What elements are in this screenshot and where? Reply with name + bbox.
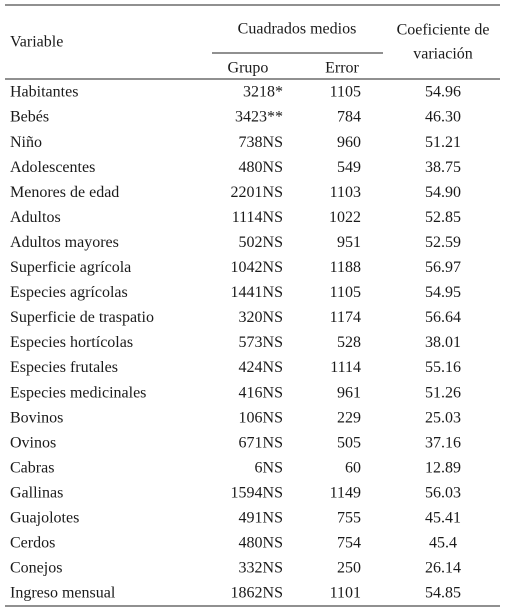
cell-variable: Adultos mayores [10, 234, 119, 251]
cell-grupo: 3423** [235, 109, 283, 126]
cell-error: 1022 [329, 209, 361, 226]
cell-grupo: 1441NS [231, 284, 283, 301]
cell-cv: 54.85 [425, 585, 461, 602]
cell-variable: Especies frutales [10, 359, 118, 376]
cell-grupo: 6NS [255, 459, 283, 476]
cell-error: 1114 [330, 359, 361, 376]
cell-cv: 25.03 [425, 409, 461, 426]
cell-error: 528 [337, 334, 361, 351]
cell-error: 1174 [330, 309, 361, 326]
cell-grupo: 573NS [239, 334, 283, 351]
cell-variable: Especies medicinales [10, 384, 146, 401]
cell-error: 755 [337, 510, 361, 527]
cell-error: 784 [337, 109, 361, 126]
cell-grupo: 1594NS [231, 484, 283, 501]
cell-grupo: 3218* [243, 84, 283, 101]
cell-grupo: 671NS [239, 434, 283, 451]
cell-cv: 38.01 [425, 334, 461, 351]
cell-cv: 45.4 [429, 535, 457, 552]
cell-grupo: 320NS [239, 309, 283, 326]
cell-cv: 51.21 [425, 134, 461, 151]
cell-variable: Superficie de traspatio [10, 309, 154, 326]
cell-cv: 56.64 [425, 309, 461, 326]
cell-cv: 54.95 [425, 284, 461, 301]
cell-error: 1188 [330, 259, 361, 276]
cell-cv: 12.89 [425, 459, 461, 476]
cell-grupo: 480NS [239, 159, 283, 176]
cell-error: 1103 [330, 184, 361, 201]
cell-error: 60 [345, 459, 361, 476]
cell-variable: Adultos [10, 209, 61, 226]
cell-grupo: 491NS [239, 510, 283, 527]
cell-cv: 52.59 [425, 234, 461, 251]
cell-cv: 45.41 [425, 510, 461, 527]
header-grupo: Grupo [228, 60, 269, 77]
cell-cv: 56.97 [425, 259, 461, 276]
cell-cv: 38.75 [425, 159, 461, 176]
cell-error: 250 [337, 560, 361, 577]
cell-error: 951 [337, 234, 361, 251]
cell-grupo: 480NS [239, 535, 283, 552]
cell-variable: Adolescentes [10, 159, 95, 176]
cell-error: 1105 [330, 84, 361, 101]
cell-grupo: 1862NS [231, 585, 283, 602]
header-cv: variación [413, 46, 473, 63]
cell-cv: 55.16 [425, 359, 461, 376]
cell-variable: Ovinos [10, 434, 56, 451]
cell-grupo: 1042NS [231, 259, 283, 276]
cell-variable: Cerdos [10, 535, 55, 552]
header-cv: Coeficiente de [397, 22, 490, 39]
cell-error: 505 [337, 434, 361, 451]
cell-cv: 54.96 [425, 84, 461, 101]
header-variable: Variable [10, 34, 63, 51]
cell-variable: Ingreso mensual [10, 585, 116, 602]
cell-error: 1101 [330, 585, 361, 602]
cell-cv: 37.16 [425, 434, 461, 451]
cell-error: 1149 [330, 484, 361, 501]
header-group: Cuadrados medios [238, 21, 357, 38]
cell-error: 229 [337, 409, 361, 426]
cell-cv: 26.14 [425, 560, 461, 577]
cell-variable: Guajolotes [10, 510, 79, 527]
cell-error: 1105 [330, 284, 361, 301]
cell-error: 754 [337, 535, 361, 552]
cell-cv: 56.03 [425, 484, 461, 501]
cell-variable: Habitantes [10, 84, 78, 101]
cell-cv: 51.26 [425, 384, 461, 401]
header-error: Error [325, 60, 359, 77]
cell-grupo: 106NS [239, 409, 283, 426]
cell-variable: Menores de edad [10, 184, 119, 201]
cell-grupo: 416NS [239, 384, 283, 401]
cell-variable: Especies hortícolas [10, 334, 133, 351]
cell-grupo: 1114NS [232, 209, 283, 226]
cell-grupo: 502NS [239, 234, 283, 251]
cell-cv: 54.90 [425, 184, 461, 201]
cell-variable: Cabras [10, 459, 54, 476]
cell-cv: 46.30 [425, 109, 461, 126]
cell-variable: Niño [10, 134, 42, 151]
cell-variable: Conejos [10, 560, 62, 577]
cell-variable: Bovinos [10, 409, 63, 426]
cell-grupo: 2201NS [231, 184, 283, 201]
cell-error: 960 [337, 134, 361, 151]
cell-variable: Gallinas [10, 484, 63, 501]
cell-error: 961 [337, 384, 361, 401]
cell-variable: Bebés [10, 109, 49, 126]
cell-variable: Especies agrícolas [10, 284, 128, 301]
cell-variable: Superficie agrícola [10, 259, 131, 276]
cell-error: 549 [337, 159, 361, 176]
cell-grupo: 424NS [239, 359, 283, 376]
cell-grupo: 332NS [239, 560, 283, 577]
cell-cv: 52.85 [425, 209, 461, 226]
cell-grupo: 738NS [239, 134, 283, 151]
